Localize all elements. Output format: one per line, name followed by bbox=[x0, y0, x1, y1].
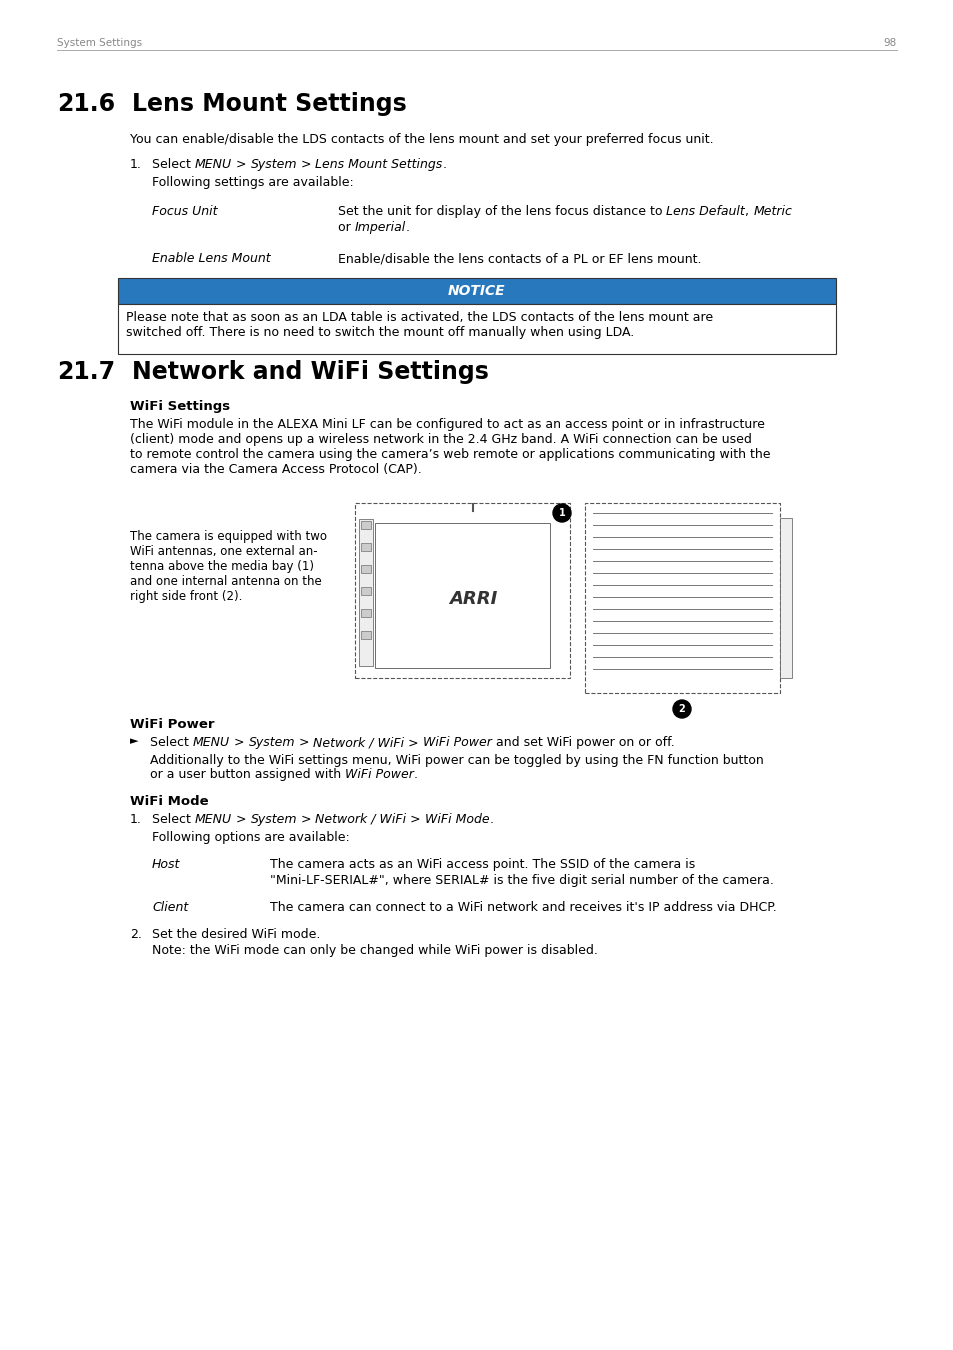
Bar bbox=[360, 566, 371, 572]
Text: The WiFi module in the ALEXA Mini LF can be configured to act as an access point: The WiFi module in the ALEXA Mini LF can… bbox=[130, 418, 770, 477]
Text: MENU: MENU bbox=[194, 813, 232, 826]
Text: WiFi Power: WiFi Power bbox=[345, 768, 414, 782]
Text: The camera acts as an WiFi access point. The SSID of the camera is: The camera acts as an WiFi access point.… bbox=[270, 859, 695, 871]
Text: NOTICE: NOTICE bbox=[448, 284, 505, 298]
Text: ,: , bbox=[744, 205, 753, 217]
Text: 98: 98 bbox=[882, 38, 896, 49]
Circle shape bbox=[672, 701, 690, 718]
Bar bbox=[584, 504, 780, 693]
Text: Following options are available:: Following options are available: bbox=[152, 832, 350, 844]
Text: ►: ► bbox=[130, 736, 138, 747]
Text: System: System bbox=[248, 736, 294, 749]
Text: 1.: 1. bbox=[130, 158, 142, 171]
Text: System Settings: System Settings bbox=[57, 38, 142, 49]
Text: Please note that as soon as an LDA table is activated, the LDS contacts of the l: Please note that as soon as an LDA table… bbox=[126, 310, 713, 339]
Bar bbox=[360, 521, 371, 529]
Text: Client: Client bbox=[152, 900, 188, 914]
Text: 1.: 1. bbox=[130, 813, 142, 826]
Text: Select: Select bbox=[152, 158, 194, 171]
Text: Lens Default: Lens Default bbox=[666, 205, 744, 217]
Text: 2.: 2. bbox=[130, 927, 142, 941]
Bar bbox=[355, 504, 569, 678]
Text: WiFi Mode: WiFi Mode bbox=[425, 813, 489, 826]
Text: Network and WiFi Settings: Network and WiFi Settings bbox=[132, 360, 488, 383]
Bar bbox=[360, 630, 371, 639]
Bar bbox=[375, 522, 550, 668]
Text: You can enable/disable the LDS contacts of the lens mount and set your preferred: You can enable/disable the LDS contacts … bbox=[130, 134, 713, 146]
Text: Host: Host bbox=[152, 859, 180, 871]
Text: Following settings are available:: Following settings are available: bbox=[152, 176, 354, 189]
Bar bbox=[358, 518, 373, 666]
Text: Metric: Metric bbox=[753, 205, 791, 217]
Text: .: . bbox=[442, 158, 446, 171]
Circle shape bbox=[553, 504, 571, 522]
Text: Lens Mount Settings: Lens Mount Settings bbox=[315, 158, 442, 171]
Text: MENU: MENU bbox=[193, 736, 230, 749]
Text: System: System bbox=[251, 813, 296, 826]
Text: ARRI: ARRI bbox=[449, 590, 497, 609]
Text: The camera is equipped with two
WiFi antennas, one external an-
tenna above the : The camera is equipped with two WiFi ant… bbox=[130, 531, 327, 603]
Text: WiFi Settings: WiFi Settings bbox=[130, 400, 230, 413]
Text: Enable/disable the lens contacts of a PL or EF lens mount.: Enable/disable the lens contacts of a PL… bbox=[337, 252, 700, 265]
Text: WiFi Power: WiFi Power bbox=[130, 718, 214, 730]
Text: or a user button assigned with: or a user button assigned with bbox=[150, 768, 345, 782]
Text: WiFi Mode: WiFi Mode bbox=[130, 795, 209, 809]
Text: WiFi Power: WiFi Power bbox=[423, 736, 492, 749]
Text: and set WiFi power on or off.: and set WiFi power on or off. bbox=[492, 736, 674, 749]
Text: Imperial: Imperial bbox=[355, 221, 406, 234]
Bar bbox=[118, 304, 835, 354]
Bar bbox=[360, 609, 371, 617]
Text: 2: 2 bbox=[678, 703, 684, 714]
Text: .: . bbox=[489, 813, 494, 826]
Text: Network / WiFi >: Network / WiFi > bbox=[315, 813, 425, 826]
Text: Network / WiFi >: Network / WiFi > bbox=[314, 736, 423, 749]
Text: MENU: MENU bbox=[194, 158, 232, 171]
Text: "Mini-LF-SERIAL#", where SERIAL# is the five digit serial number of the camera.: "Mini-LF-SERIAL#", where SERIAL# is the … bbox=[270, 873, 773, 887]
Bar bbox=[360, 543, 371, 551]
Text: Focus Unit: Focus Unit bbox=[152, 205, 217, 217]
Text: Set the desired WiFi mode.: Set the desired WiFi mode. bbox=[152, 927, 320, 941]
Text: >: > bbox=[296, 813, 315, 826]
Bar bbox=[780, 518, 791, 678]
Text: Enable Lens Mount: Enable Lens Mount bbox=[152, 252, 271, 265]
Text: Select: Select bbox=[150, 736, 193, 749]
Text: >: > bbox=[232, 813, 251, 826]
Text: >: > bbox=[232, 158, 251, 171]
Text: >: > bbox=[296, 158, 315, 171]
Text: 21.6: 21.6 bbox=[57, 92, 115, 116]
Text: Additionally to the WiFi settings menu, WiFi power can be toggled by using the F: Additionally to the WiFi settings menu, … bbox=[150, 755, 763, 767]
Text: System: System bbox=[251, 158, 296, 171]
Text: Select: Select bbox=[152, 813, 194, 826]
Text: or: or bbox=[337, 221, 355, 234]
Text: Set the unit for display of the lens focus distance to: Set the unit for display of the lens foc… bbox=[337, 205, 666, 217]
Text: Note: the WiFi mode can only be changed while WiFi power is disabled.: Note: the WiFi mode can only be changed … bbox=[152, 944, 598, 957]
Text: 1: 1 bbox=[558, 508, 565, 518]
Text: 21.7: 21.7 bbox=[57, 360, 115, 383]
Bar bbox=[360, 587, 371, 595]
Text: Lens Mount Settings: Lens Mount Settings bbox=[132, 92, 406, 116]
Text: The camera can connect to a WiFi network and receives it's IP address via DHCP.: The camera can connect to a WiFi network… bbox=[270, 900, 776, 914]
Text: >: > bbox=[230, 736, 248, 749]
Text: .: . bbox=[414, 768, 417, 782]
Text: >: > bbox=[294, 736, 314, 749]
Bar bbox=[118, 278, 835, 304]
Text: .: . bbox=[406, 221, 410, 234]
